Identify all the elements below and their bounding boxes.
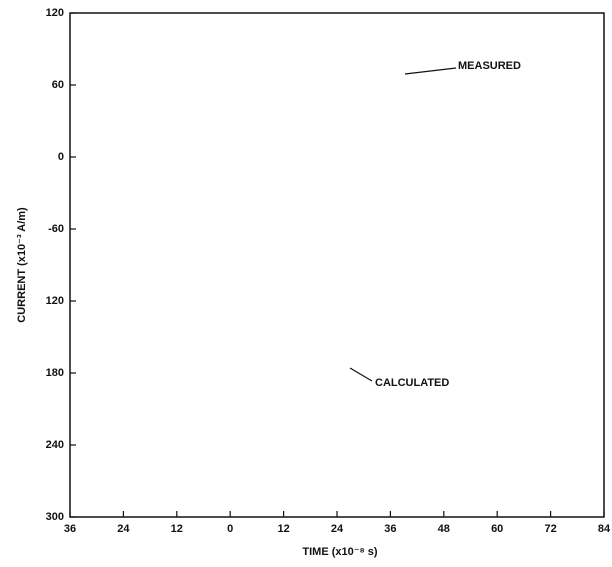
x-tick-label: 48	[438, 523, 450, 535]
annotation: CALCULATED	[375, 377, 449, 389]
x-tick-label: 72	[544, 523, 556, 535]
x-tick-label: 0	[227, 523, 233, 535]
x-tick-label: 24	[331, 523, 344, 535]
plot-frame	[69, 12, 605, 518]
annotation-arrow	[404, 67, 457, 75]
x-tick-label: 36	[384, 523, 396, 535]
x-axis-label: TIME (x10⁻⁸ s)	[302, 546, 378, 558]
annotation: MEASURED	[458, 60, 521, 72]
x-tick-label: 60	[491, 523, 503, 535]
x-tick-label: 36	[64, 523, 76, 535]
y-tick-label: -60	[48, 223, 64, 235]
y-tick-label: 0	[58, 151, 64, 163]
annotation-arrow	[349, 367, 373, 382]
y-axis-label: CURRENT (x10⁻³ A/m)	[16, 207, 28, 323]
y-tick-label: 120	[46, 7, 64, 19]
y-tick-label: 300	[46, 511, 64, 523]
x-tick-label: 84	[598, 523, 611, 535]
x-tick-label: 24	[117, 523, 130, 535]
y-tick-label: 180	[46, 367, 64, 379]
y-tick-label: 240	[46, 439, 64, 451]
y-tick-label: 60	[52, 79, 64, 91]
x-tick-label: 12	[277, 523, 289, 535]
y-tick-label: 120	[46, 295, 64, 307]
x-tick-label: 12	[171, 523, 183, 535]
